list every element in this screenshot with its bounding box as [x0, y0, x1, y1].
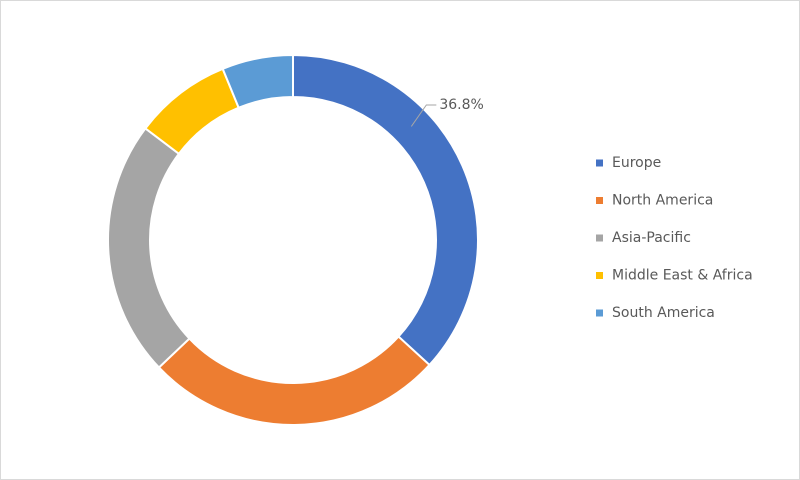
- legend-label: Middle East & Africa: [612, 268, 753, 284]
- legend-label: North America: [612, 193, 713, 209]
- legend-swatch: [596, 272, 603, 279]
- data-label: 36.8%: [439, 97, 483, 113]
- legend-swatch: [596, 309, 603, 317]
- legend-swatch: [596, 197, 603, 204]
- legend-label: Asia-Pacific: [612, 230, 691, 246]
- leader-line: [410, 104, 437, 127]
- legend-label: Europe: [612, 155, 661, 171]
- donut-segment: [221, 53, 294, 110]
- legend-label: South America: [612, 305, 715, 321]
- legend-swatch: [596, 159, 603, 167]
- legend-swatch: [596, 234, 603, 242]
